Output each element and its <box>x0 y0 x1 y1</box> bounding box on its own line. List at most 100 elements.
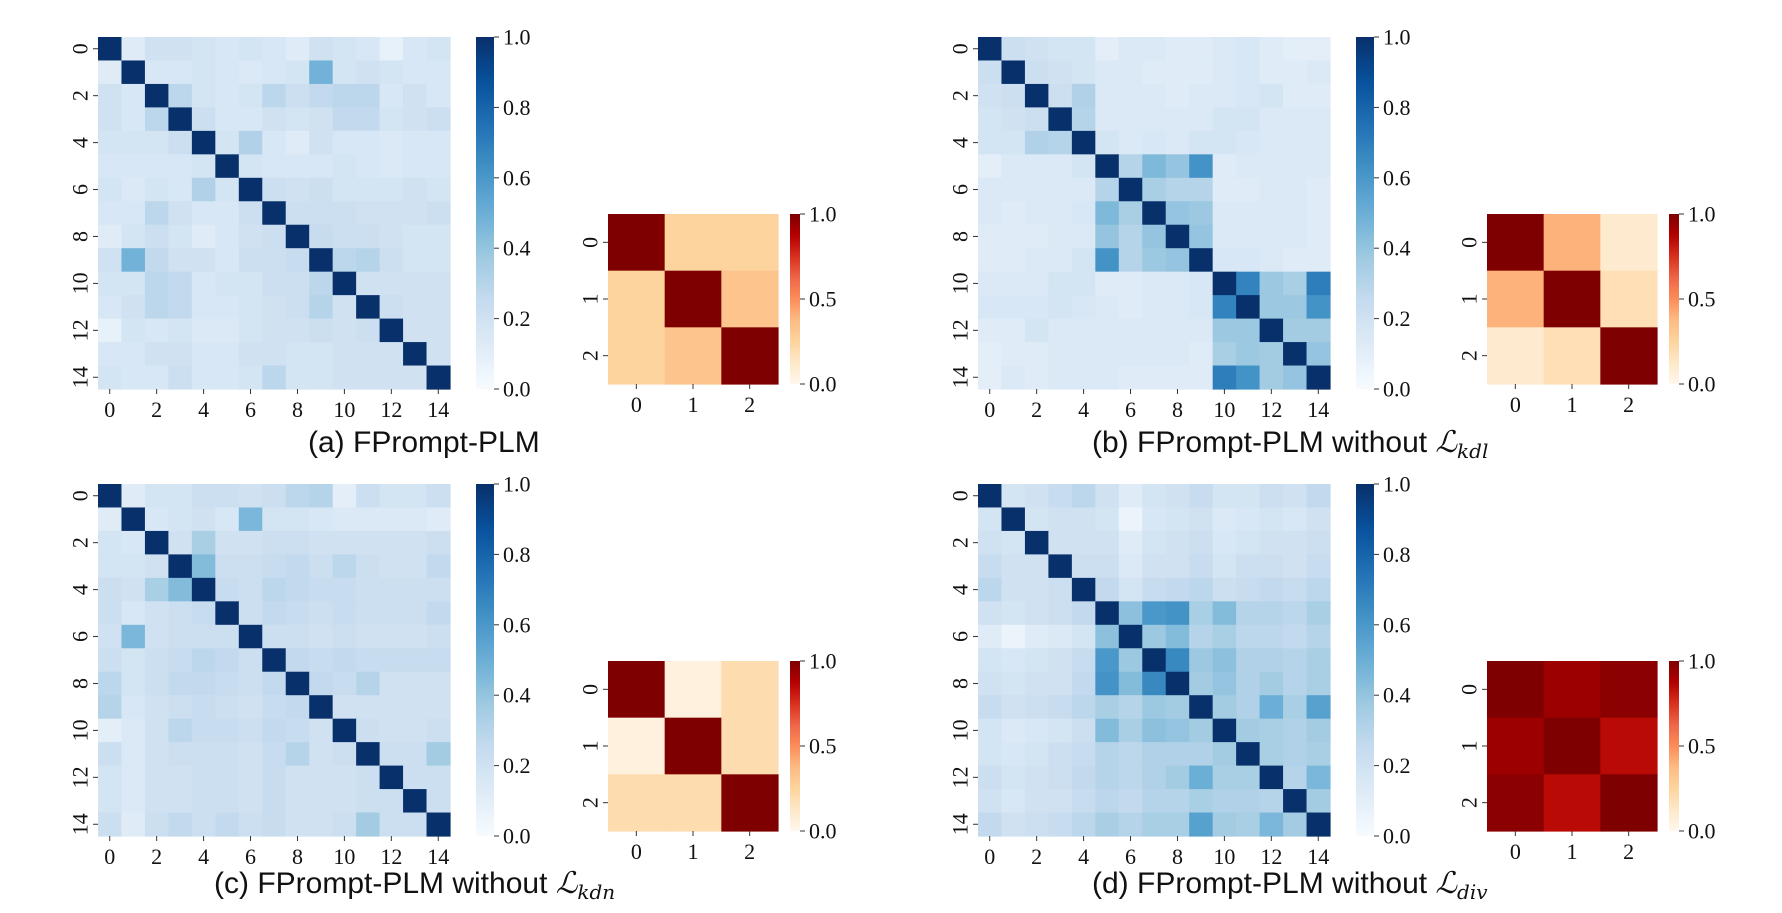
colorbar-tick-label: 0.4 <box>503 683 531 708</box>
heatmap-cell <box>1259 812 1284 837</box>
heatmap-cell <box>285 107 310 132</box>
heatmap-cell <box>1095 271 1120 296</box>
heatmap-cell <box>1165 318 1190 343</box>
heatmap-cell <box>1024 789 1049 814</box>
heatmap-cell <box>1189 318 1214 343</box>
heatmap-cell <box>403 60 428 85</box>
heatmap-cell <box>379 789 404 814</box>
loss-subscript: kdl <box>1457 439 1489 463</box>
x-tick-label: 14 <box>427 397 449 422</box>
heatmap-cell <box>238 130 263 155</box>
heatmap-cell <box>1048 554 1073 579</box>
heatmap-cell <box>1189 248 1214 273</box>
heatmap-cell <box>1001 507 1026 532</box>
caption-text: (c) FPrompt-PLM without <box>214 867 556 900</box>
heatmap-cell <box>262 671 287 696</box>
heatmap-cell <box>238 60 263 85</box>
heatmap-cell <box>332 812 357 837</box>
y-tick-label: 8 <box>948 231 973 242</box>
heatmap-cell <box>238 224 263 249</box>
colorbar-tick-label: 0.0 <box>809 372 837 397</box>
heatmap-cell <box>1212 201 1237 226</box>
heatmap-cell <box>191 342 216 367</box>
heatmap-cell <box>426 624 451 649</box>
heatmap-cell <box>1048 484 1073 509</box>
heatmap-cell <box>215 695 240 720</box>
heatmap-cell <box>309 60 334 85</box>
heatmap-cell <box>1283 224 1308 249</box>
heatmap-cell <box>1236 789 1261 814</box>
heatmap-cell <box>309 224 334 249</box>
heatmap-cell <box>144 271 169 296</box>
x-tick-label: 0 <box>104 397 115 422</box>
heatmap-cell <box>144 742 169 767</box>
heatmap-cell <box>1283 742 1308 767</box>
heatmap-cell <box>978 507 1003 532</box>
heatmap-cell <box>1283 154 1308 179</box>
heatmap-cell <box>98 177 123 202</box>
heatmap-cell <box>379 154 404 179</box>
y-tick-label: 0 <box>1457 684 1482 695</box>
heatmap-cell <box>1165 648 1190 673</box>
heatmap-cell <box>1189 812 1214 837</box>
heatmap-cell <box>1212 342 1237 367</box>
heatmap-cell <box>426 201 451 226</box>
heatmap-cell <box>1071 295 1096 320</box>
heatmap-cell <box>1259 201 1284 226</box>
heatmap-cell <box>426 107 451 132</box>
heatmap-cell <box>121 177 146 202</box>
x-tick-label: 2 <box>1623 392 1634 417</box>
heatmap-cell <box>1024 718 1049 743</box>
heatmap-cell <box>238 318 263 343</box>
heatmap-cell <box>215 37 240 62</box>
heatmap-cell <box>1001 83 1026 108</box>
heatmap-cell <box>144 365 169 390</box>
heatmap-cell <box>1071 248 1096 273</box>
heatmap-cell <box>191 554 216 579</box>
heatmap-cell <box>1118 812 1143 837</box>
heatmap-cell <box>168 295 193 320</box>
heatmap-cell <box>98 295 123 320</box>
heatmap-cell <box>1048 60 1073 85</box>
heatmap-cell <box>1306 60 1331 85</box>
colorbar-tick-label: 0.6 <box>1383 165 1411 190</box>
heatmap-cell <box>98 765 123 790</box>
heatmap-cell <box>1306 789 1331 814</box>
heatmap-cell <box>238 248 263 273</box>
heatmap-cell <box>144 601 169 626</box>
heatmap-cell <box>978 601 1003 626</box>
heatmap-cell <box>1259 60 1284 85</box>
heatmap-cell <box>1165 130 1190 155</box>
heatmap-cell <box>262 83 287 108</box>
heatmap-cell <box>1048 601 1073 626</box>
heatmap-cell <box>1212 671 1237 696</box>
heatmap-cell <box>1001 271 1026 296</box>
x-tick-label: 1 <box>688 392 699 417</box>
heatmap-cell <box>1142 484 1167 509</box>
heatmap-cell <box>1259 365 1284 390</box>
heatmap-cell <box>1306 271 1331 296</box>
x-tick-label: 10 <box>1213 397 1235 422</box>
heatmap-cell <box>191 83 216 108</box>
heatmap-cell <box>309 318 334 343</box>
heatmap-cell <box>1071 177 1096 202</box>
heatmap-cell <box>379 812 404 837</box>
heatmap-cell <box>144 484 169 509</box>
heatmap-cell <box>168 83 193 108</box>
colorbar-tick-label: 0.6 <box>503 165 531 190</box>
similarity-heatmap-15x15-2: 0 0 2 2 4 4 6 6 8 8 10 10 12 12 14 14 0.0 0.2 0.4 0.6 0.8 1.0 <box>68 472 531 870</box>
heatmap-cell <box>121 484 146 509</box>
heatmap-cell <box>978 742 1003 767</box>
heatmap-cell <box>309 742 334 767</box>
heatmap-cell <box>262 484 287 509</box>
heatmap-cell <box>285 718 310 743</box>
y-tick-label: 1 <box>1457 741 1482 752</box>
heatmap-cell <box>309 365 334 390</box>
heatmap-cell <box>978 60 1003 85</box>
heatmap-cell <box>1118 742 1143 767</box>
heatmap-cell <box>309 601 334 626</box>
heatmap-cell <box>403 812 428 837</box>
heatmap-cell <box>379 37 404 62</box>
heatmap-cell <box>238 507 263 532</box>
heatmap-cell <box>144 177 169 202</box>
